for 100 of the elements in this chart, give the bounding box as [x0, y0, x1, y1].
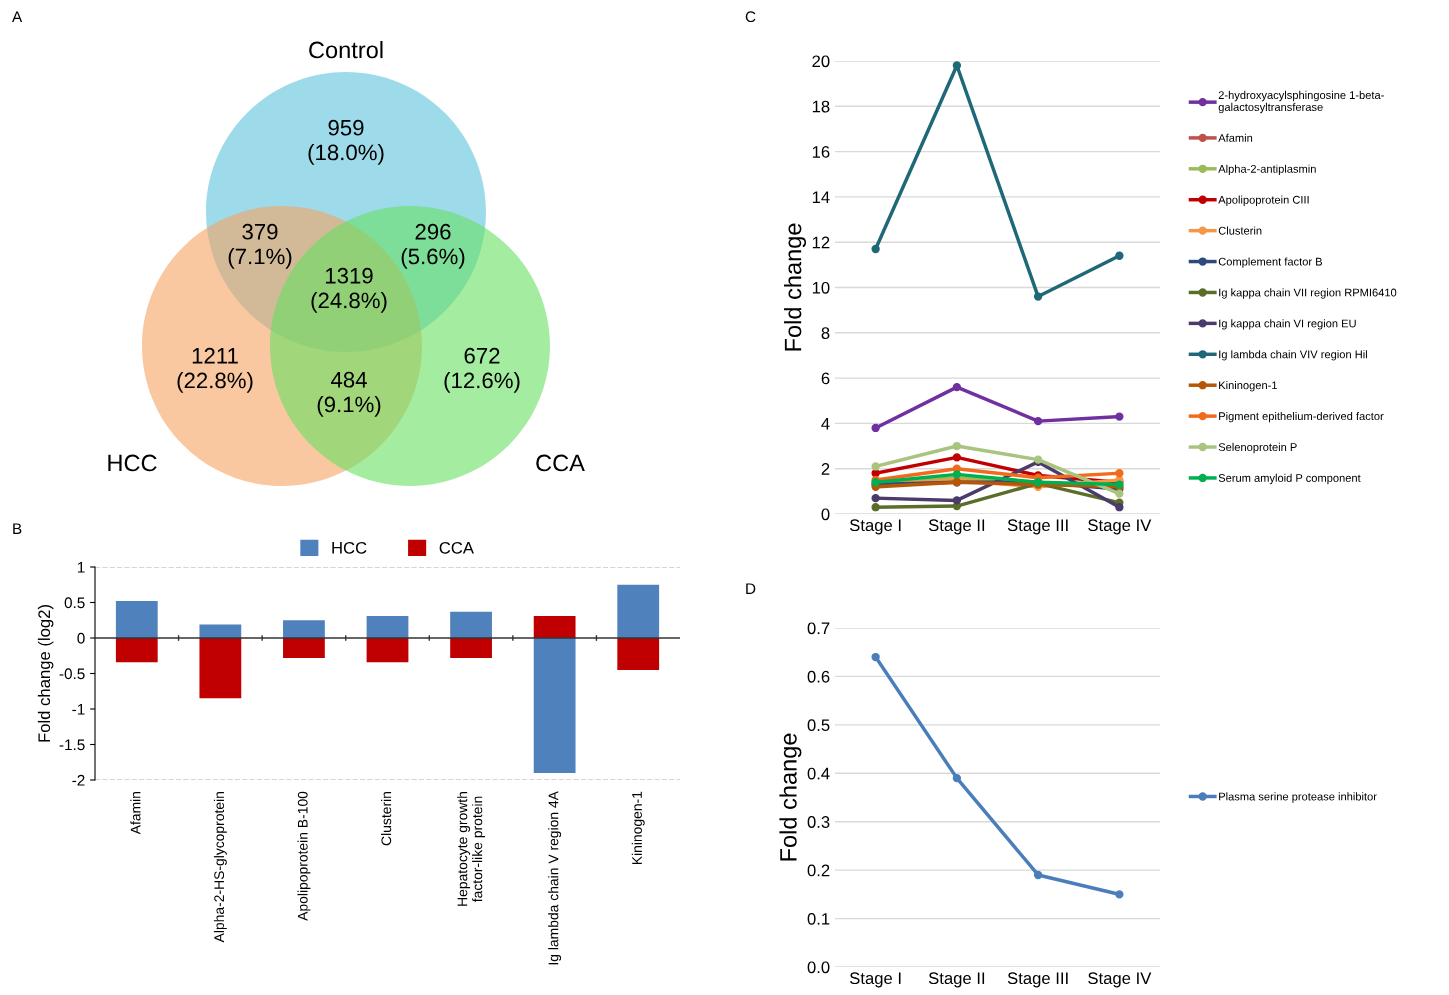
- point: [1033, 870, 1043, 880]
- y-tick-label: 0.4: [807, 767, 830, 780]
- text: 672 (12.6%): [444, 347, 520, 393]
- text: C: [745, 11, 756, 23]
- point: [1115, 890, 1124, 899]
- y-tick-label: 14: [812, 191, 830, 203]
- bar: [199, 638, 242, 699]
- text: 484 (9.1%): [317, 371, 381, 417]
- legend-label: Apolipoprotein CIII: [1218, 195, 1309, 206]
- point: [871, 423, 880, 433]
- point: [1115, 251, 1124, 260]
- x-tick-label: Clusterin: [381, 792, 392, 846]
- point: [952, 496, 962, 505]
- y-axis-title: Fold change: [784, 223, 807, 351]
- text: 1319 (24.8%): [311, 267, 387, 313]
- x-tick-label: Hepatocyte growth factor-like protein: [457, 792, 486, 906]
- y-tick-label: 18: [812, 100, 830, 113]
- text: B: [13, 523, 22, 534]
- text: CCA: [536, 454, 585, 472]
- bar: [283, 620, 325, 638]
- legend-label: Kininogen-1: [1219, 381, 1277, 392]
- x-tick-label: Stage IV: [1088, 972, 1152, 988]
- x-tick-label: Stage II: [928, 972, 985, 988]
- point: [871, 462, 880, 471]
- y-tick-label: 0: [77, 632, 85, 644]
- legend-label: Ig lambda chain VIV region Hil: [1219, 350, 1367, 361]
- x-tick-label: Afamin: [130, 792, 141, 835]
- bar: [115, 638, 158, 663]
- x-tick-label: Ig lambda chain V region 4A: [548, 791, 562, 965]
- y-tick-label: 20: [812, 55, 830, 68]
- text: 959 (18.0%): [308, 119, 384, 165]
- x-tick-label: Stage IV: [1088, 519, 1152, 535]
- y-tick-label: 0.5: [64, 597, 85, 609]
- y-tick-label: 0.0: [807, 961, 830, 974]
- point: [952, 382, 962, 392]
- y-tick-label: -0.5: [59, 668, 85, 680]
- point: [1033, 292, 1043, 301]
- point: [1115, 412, 1124, 421]
- y-tick-label: 6: [821, 372, 830, 385]
- bar: [115, 601, 158, 638]
- legend-label: Pigment epithelium-derived factor: [1219, 411, 1384, 423]
- text: D: [746, 583, 756, 594]
- y-tick-label: 0.2: [807, 864, 830, 877]
- legend-label: Alpha-2-antiplasmin: [1218, 164, 1316, 176]
- legend-label: Plasma serine protease inhibitor: [1219, 792, 1377, 803]
- legend-label: CCA: [439, 541, 474, 554]
- text: Control: [309, 41, 383, 59]
- bar: [283, 638, 325, 658]
- point: [871, 244, 880, 254]
- legend-label: Selenoprotein P: [1218, 442, 1297, 454]
- y-tick-label: 0.6: [807, 670, 830, 683]
- y-tick-label: 1: [77, 562, 85, 573]
- y-tick-label: 8: [821, 327, 830, 339]
- bar: [366, 638, 409, 663]
- legend-label: Ig kappa chain VII region RPMI6410: [1219, 288, 1397, 299]
- point: [871, 493, 880, 503]
- y-tick-label: -1: [72, 704, 85, 715]
- bar: [366, 615, 409, 638]
- point: [871, 503, 880, 512]
- point: [1115, 469, 1124, 478]
- y-tick-label: 4: [821, 417, 830, 430]
- y-tick-label: -1.5: [59, 739, 85, 751]
- bar: [450, 638, 492, 658]
- legend-label: Complement factor B: [1218, 257, 1322, 268]
- point: [871, 652, 880, 662]
- text: 379 (7.1%): [228, 223, 292, 269]
- x-tick-label: Kininogen-1: [631, 791, 645, 865]
- x-tick-label: Stage III: [1007, 519, 1068, 535]
- y-tick-label: 10: [812, 281, 830, 294]
- point: [1115, 489, 1124, 498]
- point: [952, 441, 962, 451]
- text: 1211 (22.8%): [177, 347, 253, 393]
- x-tick-label: Alpha-2-HS-glycoprotein: [213, 792, 227, 943]
- point: [1115, 503, 1124, 512]
- x-tick-label: Apolipoprotein B-100: [297, 791, 311, 921]
- y-axis-title: Fold change (log2): [37, 605, 54, 742]
- bar: [533, 615, 576, 638]
- legend-label: Serum amyloid P component: [1218, 473, 1361, 485]
- legend-label: Ig kappa chain VI region EU: [1219, 319, 1356, 330]
- y-axis-title: Fold change: [779, 733, 802, 861]
- point: [1033, 416, 1043, 426]
- bar: [617, 584, 660, 638]
- y-tick-label: -2: [72, 774, 85, 786]
- y-tick-label: 16: [812, 146, 830, 158]
- point: [952, 453, 962, 462]
- legend-label: HCC: [332, 541, 367, 554]
- legend-label: Clusterin: [1218, 226, 1262, 235]
- text: 296 (5.6%): [401, 223, 465, 269]
- y-tick-label: 12: [812, 236, 830, 249]
- bar: [617, 638, 660, 670]
- y-tick-label: 0.5: [807, 719, 830, 732]
- legend-label: 2-hydroxyacylsphingosine 1-beta- galactosyltransferase: [1218, 90, 1384, 114]
- y-tick-label: 0.3: [807, 816, 830, 828]
- y-tick-label: 0: [821, 508, 830, 521]
- x-tick-label: Stage I: [849, 972, 901, 988]
- y-tick-label: 0.1: [807, 912, 830, 925]
- x-tick-label: Stage I: [849, 519, 901, 535]
- point: [952, 773, 962, 783]
- y-tick-label: 0.7: [807, 622, 830, 635]
- text: A: [12, 11, 23, 22]
